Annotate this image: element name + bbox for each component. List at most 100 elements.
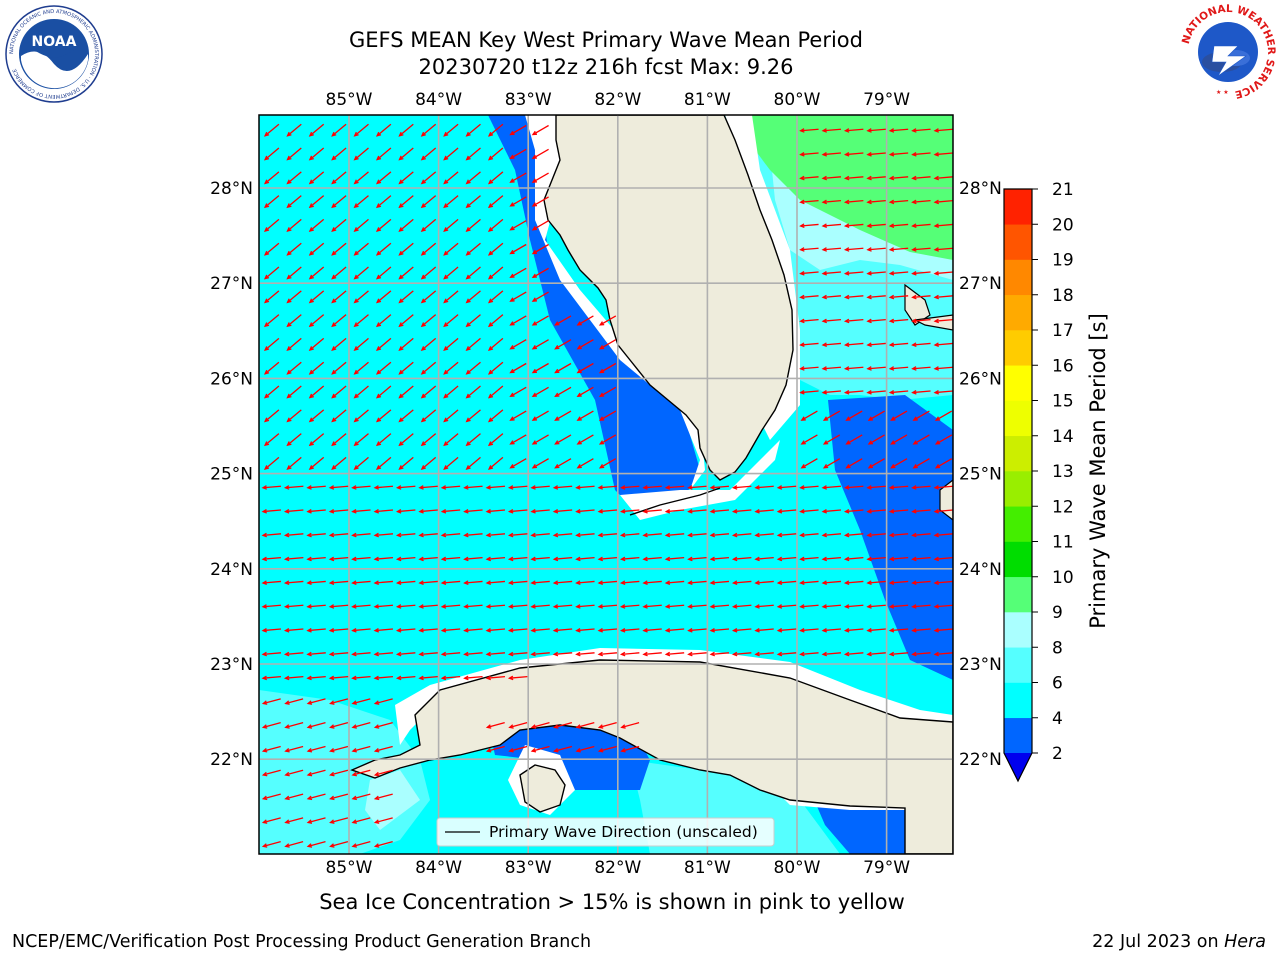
colorbar-extend	[1004, 753, 1032, 781]
wave-vector	[554, 386, 572, 398]
wave-vector	[799, 580, 819, 586]
wave-vector	[420, 195, 437, 209]
wave-vector	[911, 128, 931, 133]
wave-vector	[331, 171, 347, 185]
wave-vector	[821, 199, 842, 205]
wave-vector	[440, 604, 461, 609]
colorbar-tick-label: 6	[1052, 674, 1063, 694]
wave-vector	[888, 366, 909, 371]
wave-vector	[754, 651, 774, 657]
wave-vector	[351, 604, 371, 609]
wave-vector	[799, 366, 819, 371]
wave-vector	[261, 841, 281, 848]
wave-vector	[598, 458, 617, 469]
wave-vector	[776, 627, 797, 633]
wave-vector	[509, 410, 527, 421]
wave-vector	[731, 532, 752, 538]
wave-vector	[353, 361, 369, 375]
wave-vector	[911, 651, 931, 657]
wave-vector	[331, 337, 347, 351]
wave-vector	[375, 337, 392, 351]
wave-vector	[866, 128, 886, 133]
wave-vector	[398, 218, 414, 232]
wave-vector	[286, 385, 302, 399]
wave-vector	[552, 485, 573, 490]
wave-vector	[731, 580, 752, 586]
wave-vector	[375, 195, 392, 209]
wave-vector	[731, 556, 752, 562]
wave-vector	[328, 580, 349, 586]
wave-vector	[709, 580, 730, 586]
wave-vector	[754, 556, 774, 562]
wave-vector	[418, 556, 438, 562]
wave-vector	[420, 290, 437, 304]
wave-vector	[353, 337, 369, 351]
wave-vector	[375, 266, 392, 280]
wave-vector	[843, 247, 864, 252]
wave-vector	[575, 532, 595, 538]
wave-vector	[530, 532, 550, 538]
wave-vector	[308, 123, 325, 137]
wave-vector	[329, 841, 349, 848]
wave-vector	[799, 508, 819, 514]
wave-vector	[800, 434, 818, 445]
wave-vector	[485, 627, 506, 633]
land-cuba	[350, 659, 953, 854]
wave-vector	[933, 247, 953, 252]
svg-text:★ ★: ★ ★	[1216, 89, 1229, 96]
wave-vector	[776, 580, 797, 586]
wave-vector	[776, 532, 797, 538]
wave-vector	[530, 604, 550, 609]
wave-vector	[911, 294, 931, 300]
wave-vector	[443, 123, 459, 137]
wave-vector	[799, 128, 819, 133]
wave-vector	[487, 314, 504, 328]
wave-vector	[261, 769, 281, 777]
wave-vector	[331, 242, 347, 256]
wave-vector	[375, 171, 392, 185]
wave-vector	[398, 361, 414, 375]
wave-vector	[375, 456, 392, 470]
wave-vector	[440, 556, 461, 562]
wave-vector	[306, 604, 326, 609]
wave-vector	[867, 434, 885, 445]
wave-vector	[331, 290, 347, 304]
lon-label: 84°W	[415, 858, 462, 878]
wave-vector	[597, 651, 618, 657]
lon-label: 82°W	[594, 858, 641, 878]
wave-vector	[395, 580, 416, 586]
wave-vector	[821, 151, 842, 157]
wave-vector	[306, 651, 326, 657]
wave-vector	[373, 556, 394, 562]
wave-vector	[306, 556, 326, 562]
wave-vector	[508, 745, 528, 753]
wave-vector	[776, 651, 797, 657]
wave-vector	[821, 342, 842, 348]
wave-vector	[263, 337, 280, 351]
wave-vector	[911, 151, 931, 157]
wave-vector	[440, 675, 461, 681]
wave-vector	[395, 604, 416, 609]
wave-vector	[597, 745, 617, 753]
wave-vector	[308, 195, 325, 209]
wave-vector	[799, 223, 819, 229]
wave-vector	[351, 651, 371, 657]
wave-vector	[642, 485, 662, 490]
wave-vector	[531, 124, 549, 136]
colorbar-swatch	[1004, 330, 1032, 366]
wave-vector	[554, 458, 572, 469]
wave-vector	[664, 508, 685, 514]
wave-vector	[261, 485, 282, 490]
wave-vector	[754, 604, 774, 609]
wave-vector	[934, 410, 953, 421]
wave-vector	[329, 722, 349, 729]
wave-vector	[530, 651, 550, 657]
wave-vector	[507, 580, 528, 586]
wave-vector	[509, 458, 527, 469]
lat-label: 24°N	[959, 560, 1002, 580]
wave-vector	[575, 745, 595, 753]
wave-vector	[531, 362, 549, 374]
wave-vector	[619, 508, 640, 514]
wave-vector	[911, 175, 931, 181]
wave-vector	[888, 294, 909, 300]
